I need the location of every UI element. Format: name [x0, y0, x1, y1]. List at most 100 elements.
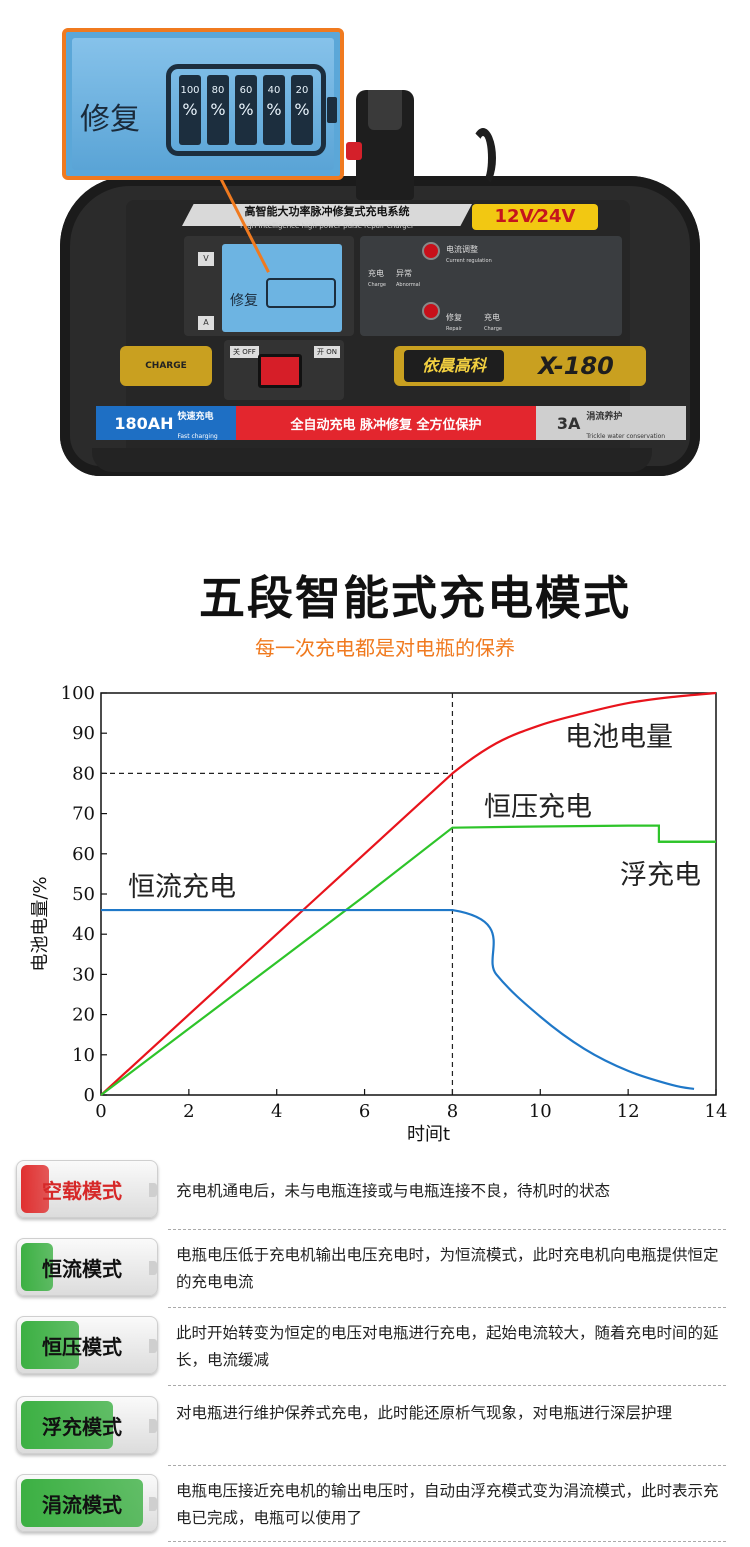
feature-strip: 180AH 快速充电 Fast charging 全自动充电 脉冲修复 全方位保护… [96, 406, 686, 440]
panel-subtitle: High-intelligence high-power pulse repai… [240, 222, 414, 230]
y-tick-label: 50 [72, 884, 95, 905]
charging-curve-chart: 0 2 4 6 8 10 12 14 0 10 20 30 40 50 60 70 80 90 100 电池电量恒压充… [30, 683, 728, 1145]
zoom-mode-label: 修复 [80, 102, 140, 137]
x-tick-label: 8 [447, 1101, 458, 1122]
power-cable [470, 128, 496, 188]
battery-tip [149, 1261, 157, 1275]
mode-badge: 恒压模式 [16, 1316, 158, 1374]
series-line-1 [100, 824, 716, 1096]
curve-label-1: 恒压充电 [484, 792, 592, 823]
battery-cell-60: 60% [235, 75, 257, 145]
mode-badge: 涓流模式 [16, 1474, 158, 1532]
mode-badge: 恒流模式 [16, 1238, 158, 1296]
lcd-battery-icon [266, 278, 336, 308]
battery-cell-20: 20% [291, 75, 313, 145]
button-panel [360, 236, 622, 336]
amp-indicator: A [198, 316, 214, 330]
x-axis-title: 时间t [407, 1124, 450, 1145]
battery-cell-40: 40% [263, 75, 285, 145]
trickle-block: 3A 涓流养护 Trickle water conservation [536, 406, 686, 440]
battery-tip [149, 1183, 157, 1197]
lcd-zoom-callout: 修复 100% 80% 60% 40% 20% [62, 28, 344, 180]
model-name: X-180 [538, 352, 614, 380]
mode-description: 电瓶电压接近充电机的输出电压时，自动由浮充模式变为涓流模式，此时表示充电已完成，… [176, 1482, 719, 1527]
charge-led-label: 充电 Charge [368, 269, 386, 288]
battery-cell-80: 80% [207, 75, 229, 145]
repair-label: 修复 Repair [446, 313, 463, 332]
battery-level-icon: 100% 80% 60% 40% 20% [166, 64, 337, 156]
x-tick-label: 4 [271, 1101, 282, 1122]
fast-charge-text: 快速充电 Fast charging [177, 412, 218, 440]
current-adjust-button[interactable] [422, 242, 440, 260]
panel-title: 高智能大功率脉冲修复式充电系统 [182, 204, 472, 226]
charge-mode-label: 充电 Charge [484, 313, 502, 332]
battery-tip [149, 1497, 157, 1511]
y-tick-label: 70 [72, 804, 95, 825]
x-tick-label: 6 [359, 1101, 370, 1122]
mode-switch-button[interactable] [422, 302, 440, 320]
voltage-badge: 12V⁄24V [472, 204, 598, 230]
y-tick-label: 40 [72, 924, 95, 945]
y-tick-label: 60 [72, 844, 95, 865]
y-tick-label: 80 [72, 763, 95, 784]
battery-tip [149, 1339, 157, 1353]
battery-tip [149, 1419, 157, 1433]
mode-row: 空载模式 充电机通电后，未与电瓶连接或与电瓶连接不良，待机时的状态 [0, 1152, 750, 1230]
mode-name: 恒流模式 [42, 1256, 122, 1281]
mode-name: 空载模式 [42, 1178, 122, 1203]
mode-row: 恒流模式 电瓶电压低于充电机输出电压充电时，为恒流模式，此时充电机向电瓶提供恒定的… [0, 1230, 750, 1308]
capacity-block: 180AH 快速充电 Fast charging [96, 406, 236, 440]
mode-row: 浮充模式 对电瓶进行维护保养式充电，此时能还原析气现象，对电瓶进行深层护理 [0, 1388, 750, 1466]
page-title: 五段智能式充电模式 [199, 571, 631, 625]
y-tick-label: 10 [72, 1045, 95, 1066]
y-tick-label: 90 [72, 723, 95, 744]
features-text: 全自动充电 脉冲修复 全方位保护 [236, 406, 536, 440]
mode-description: 对电瓶进行维护保养式充电，此时能还原析气现象，对电瓶进行深层护理 [176, 1404, 673, 1422]
x-tick-label: 2 [183, 1101, 194, 1122]
y-axis-title: 电池电量/% [30, 876, 51, 971]
mode-row: 恒压模式 此时开始转变为恒定的电压对电瓶进行充电，起始电流较大，随着充电时间的延长… [0, 1308, 750, 1386]
y-tick-label: 30 [72, 964, 95, 985]
mode-badge: 空载模式 [16, 1160, 158, 1218]
mode-level-fill [21, 1401, 113, 1449]
power-switch[interactable] [258, 354, 302, 388]
mode-description: 充电机通电后，未与电瓶连接或与电瓶连接不良，待机时的状态 [176, 1182, 611, 1200]
mode-description: 此时开始转变为恒定的电压对电瓶进行充电，起始电流较大，随着充电时间的延长，电流缓… [176, 1324, 719, 1369]
mode-name: 涓流模式 [42, 1492, 122, 1517]
page-subtitle: 每一次充电都是对电瓶的保养 [255, 636, 515, 660]
off-label: 关 OFF [230, 346, 259, 358]
y-tick-label: 100 [61, 683, 95, 704]
mode-level-fill [21, 1479, 143, 1527]
zoom-screen [72, 38, 334, 170]
battery-cell-100: 100% [179, 75, 201, 145]
series-line-3 [101, 908, 695, 1091]
x-tick-label: 0 [95, 1101, 106, 1122]
mode-badge: 浮充模式 [16, 1396, 158, 1454]
curve-label-3: 恒流充电 [128, 872, 236, 903]
x-tick-label: 10 [529, 1101, 552, 1122]
mode-description: 电瓶电压低于充电机输出电压充电时，为恒流模式，此时充电机向电瓶提供恒定的充电电流 [176, 1246, 719, 1291]
capacity-value: 180AH [114, 413, 174, 433]
x-tick-label: 14 [705, 1101, 728, 1122]
charger-base [92, 448, 652, 472]
charge-badge: CHARGE [120, 346, 212, 386]
on-label: 开 ON [314, 346, 340, 358]
red-clip [346, 142, 362, 160]
trickle-text: 涓流养护 Trickle water conservation [586, 412, 666, 440]
mode-name: 恒压模式 [42, 1334, 122, 1359]
curve-label-0: 电池电量 [565, 722, 673, 753]
series-line-0 [100, 691, 717, 1096]
mode-name: 浮充模式 [42, 1414, 122, 1439]
mode-row: 涓流模式 电瓶电压接近充电机的输出电压时，自动由浮充模式变为涓流模式，此时表示充电… [0, 1466, 750, 1542]
lcd-mode-label: 修复 [230, 293, 258, 309]
volt-indicator: V [198, 252, 214, 266]
brand-name: 依晨高科 [404, 350, 504, 382]
mode-level-fill [21, 1165, 49, 1213]
y-tick-label: 0 [84, 1085, 95, 1106]
curve-label-2: 浮充电 [620, 860, 701, 891]
current-adjust-label: 电流调整 Current regulation [446, 245, 492, 264]
x-tick-label: 12 [617, 1101, 640, 1122]
lcd-screen [222, 244, 342, 332]
trickle-value: 3A [556, 413, 581, 433]
mode-level-fill [21, 1243, 53, 1291]
